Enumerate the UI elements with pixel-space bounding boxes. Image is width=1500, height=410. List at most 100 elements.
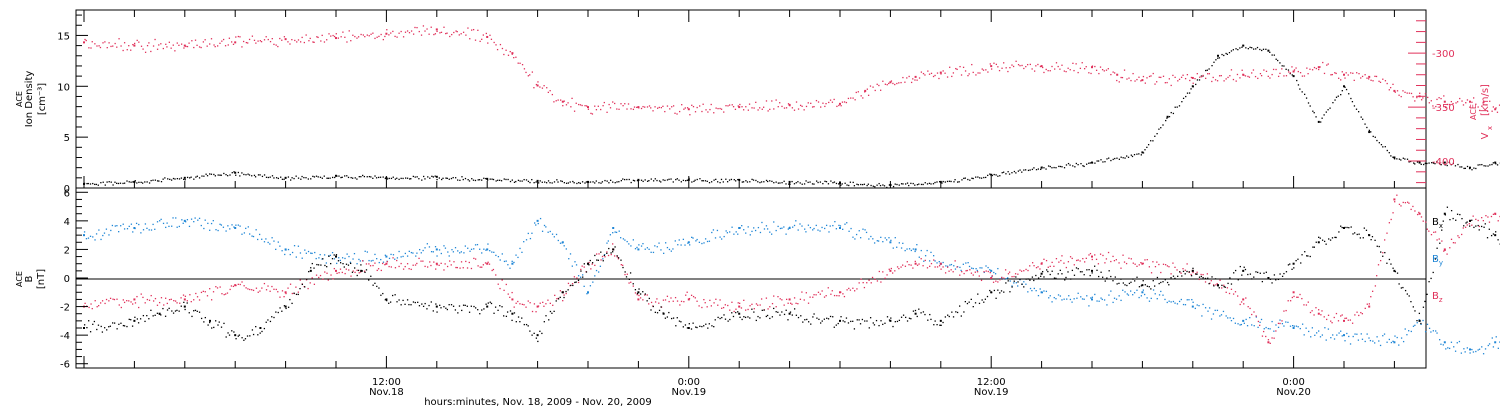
by-fill-494 — [1080, 296, 1082, 298]
ion-density-fill-584 — [1261, 49, 1263, 52]
bx-fill-354 — [797, 316, 800, 319]
by-fill-672 — [1439, 339, 1441, 341]
ion-density-fill-35 — [154, 179, 157, 181]
bz-fill-320 — [729, 309, 731, 311]
ion-density-fill-657 — [1408, 161, 1410, 163]
by-fill-453 — [997, 267, 999, 270]
by-fill-449 — [989, 269, 991, 271]
x-tick-label-date-0: Nov.18 — [369, 387, 404, 398]
vx-fill-576 — [1244, 75, 1247, 77]
by-fill-586 — [1265, 326, 1267, 329]
ion-density-fill-132 — [350, 176, 352, 179]
ion-density-fill-198 — [483, 177, 485, 179]
bx-fill-307 — [703, 325, 705, 327]
bx-fill-439 — [968, 301, 970, 303]
bz-fill-127 — [339, 268, 342, 270]
ion-density-fill-552 — [1196, 79, 1199, 81]
top-right-ylabel-v: V — [1480, 132, 1491, 139]
bz-fill-418 — [926, 267, 929, 269]
ion-density-fill-175 — [436, 178, 438, 181]
vx-fill-126 — [337, 37, 339, 39]
ion-density-fill-154 — [394, 178, 397, 180]
by-fill-295 — [678, 239, 680, 241]
by-fill-36 — [156, 221, 159, 223]
by-fill-405 — [900, 247, 903, 249]
bz-fill-353 — [795, 302, 797, 304]
ion-density-fill-453 — [997, 175, 999, 177]
by-fill-94 — [273, 240, 275, 242]
by-fill-539 — [1170, 301, 1172, 303]
ion-density-fill-354 — [797, 181, 799, 183]
by-fill-555 — [1202, 303, 1204, 306]
by-fill-223 — [534, 222, 536, 224]
bx-fill-482 — [1055, 277, 1057, 280]
vx-fill-662 — [1419, 92, 1421, 94]
bx-fill-605 — [1304, 251, 1306, 253]
by-fill-221 — [529, 237, 532, 240]
vx-fill-109 — [303, 41, 305, 44]
ion-density-fill-626 — [1345, 88, 1348, 91]
bz-fill-428 — [946, 266, 949, 268]
ion-density-fill-475 — [1041, 166, 1043, 168]
bz-fill-133 — [352, 270, 354, 272]
by-fill-288 — [665, 242, 667, 244]
ion-density-fill-502 — [1096, 160, 1098, 162]
bx-fill-292 — [672, 317, 675, 319]
by-fill-326 — [741, 225, 743, 227]
bz-fill-347 — [783, 304, 785, 306]
ion-density-fill-553 — [1198, 79, 1201, 81]
bz-fill-556 — [1204, 281, 1207, 283]
bz-fill-484 — [1060, 259, 1062, 262]
by-fill-393 — [876, 240, 878, 242]
bz-fill-520 — [1132, 262, 1134, 264]
bz-fill-628 — [1349, 319, 1352, 321]
ion-density-fill-288 — [664, 179, 666, 182]
bz-fill-368 — [825, 295, 827, 297]
bz-fill-346 — [781, 299, 783, 301]
bz-fill-475 — [1041, 262, 1043, 264]
ion-density-fill-627 — [1348, 93, 1350, 95]
bz-fill-202 — [491, 269, 493, 272]
bz-fill-182 — [450, 264, 452, 266]
vx-fill-344 — [777, 106, 779, 108]
bz-fill-627 — [1347, 319, 1349, 321]
bx-fill-387 — [864, 320, 866, 322]
vx-fill-524 — [1140, 80, 1142, 82]
ion-density-fill-314 — [717, 181, 719, 183]
bx-fill-541 — [1174, 277, 1176, 280]
bz-fill-201 — [488, 263, 491, 265]
bz-fill-528 — [1148, 266, 1151, 268]
vx-fill-505 — [1101, 68, 1104, 71]
ion-density-fill-290 — [668, 178, 670, 180]
ion-density-fill-70 — [225, 173, 227, 176]
by-fill-291 — [670, 250, 672, 252]
bx-fill-505 — [1102, 276, 1104, 278]
by-point-18 — [839, 227, 841, 229]
ion-density-fill-73 — [231, 172, 233, 174]
vx-fill-595 — [1283, 75, 1285, 77]
ion-density-fill-10 — [104, 184, 106, 186]
by-fill-572 — [1237, 323, 1239, 325]
ion-density-fill-352 — [793, 183, 796, 185]
vx-fill-209 — [505, 49, 507, 51]
vx-fill-362 — [813, 105, 815, 108]
bx-fill-120 — [326, 266, 328, 268]
bz-fill-501 — [1094, 254, 1096, 256]
ion-density-fill-289 — [666, 179, 669, 181]
bx-fill-25 — [134, 316, 136, 318]
bx-point-36 — [1292, 262, 1295, 265]
ion-density-fill-98 — [281, 178, 284, 180]
bz-fill-559 — [1210, 280, 1212, 282]
bx-fill-205 — [497, 309, 499, 311]
bx-fill-48 — [180, 305, 182, 307]
vx-fill-230 — [547, 91, 549, 94]
by-fill-149 — [384, 254, 387, 256]
ion-density-fill-366 — [822, 182, 824, 185]
bz-fill-362 — [813, 294, 815, 296]
bz-fill-352 — [793, 297, 796, 299]
vx-fill-440 — [971, 63, 973, 66]
bx-fill-540 — [1172, 275, 1175, 277]
by-fill-183 — [452, 251, 455, 253]
ion-density-fill-27 — [138, 181, 140, 184]
bx-fill-181 — [448, 304, 450, 306]
